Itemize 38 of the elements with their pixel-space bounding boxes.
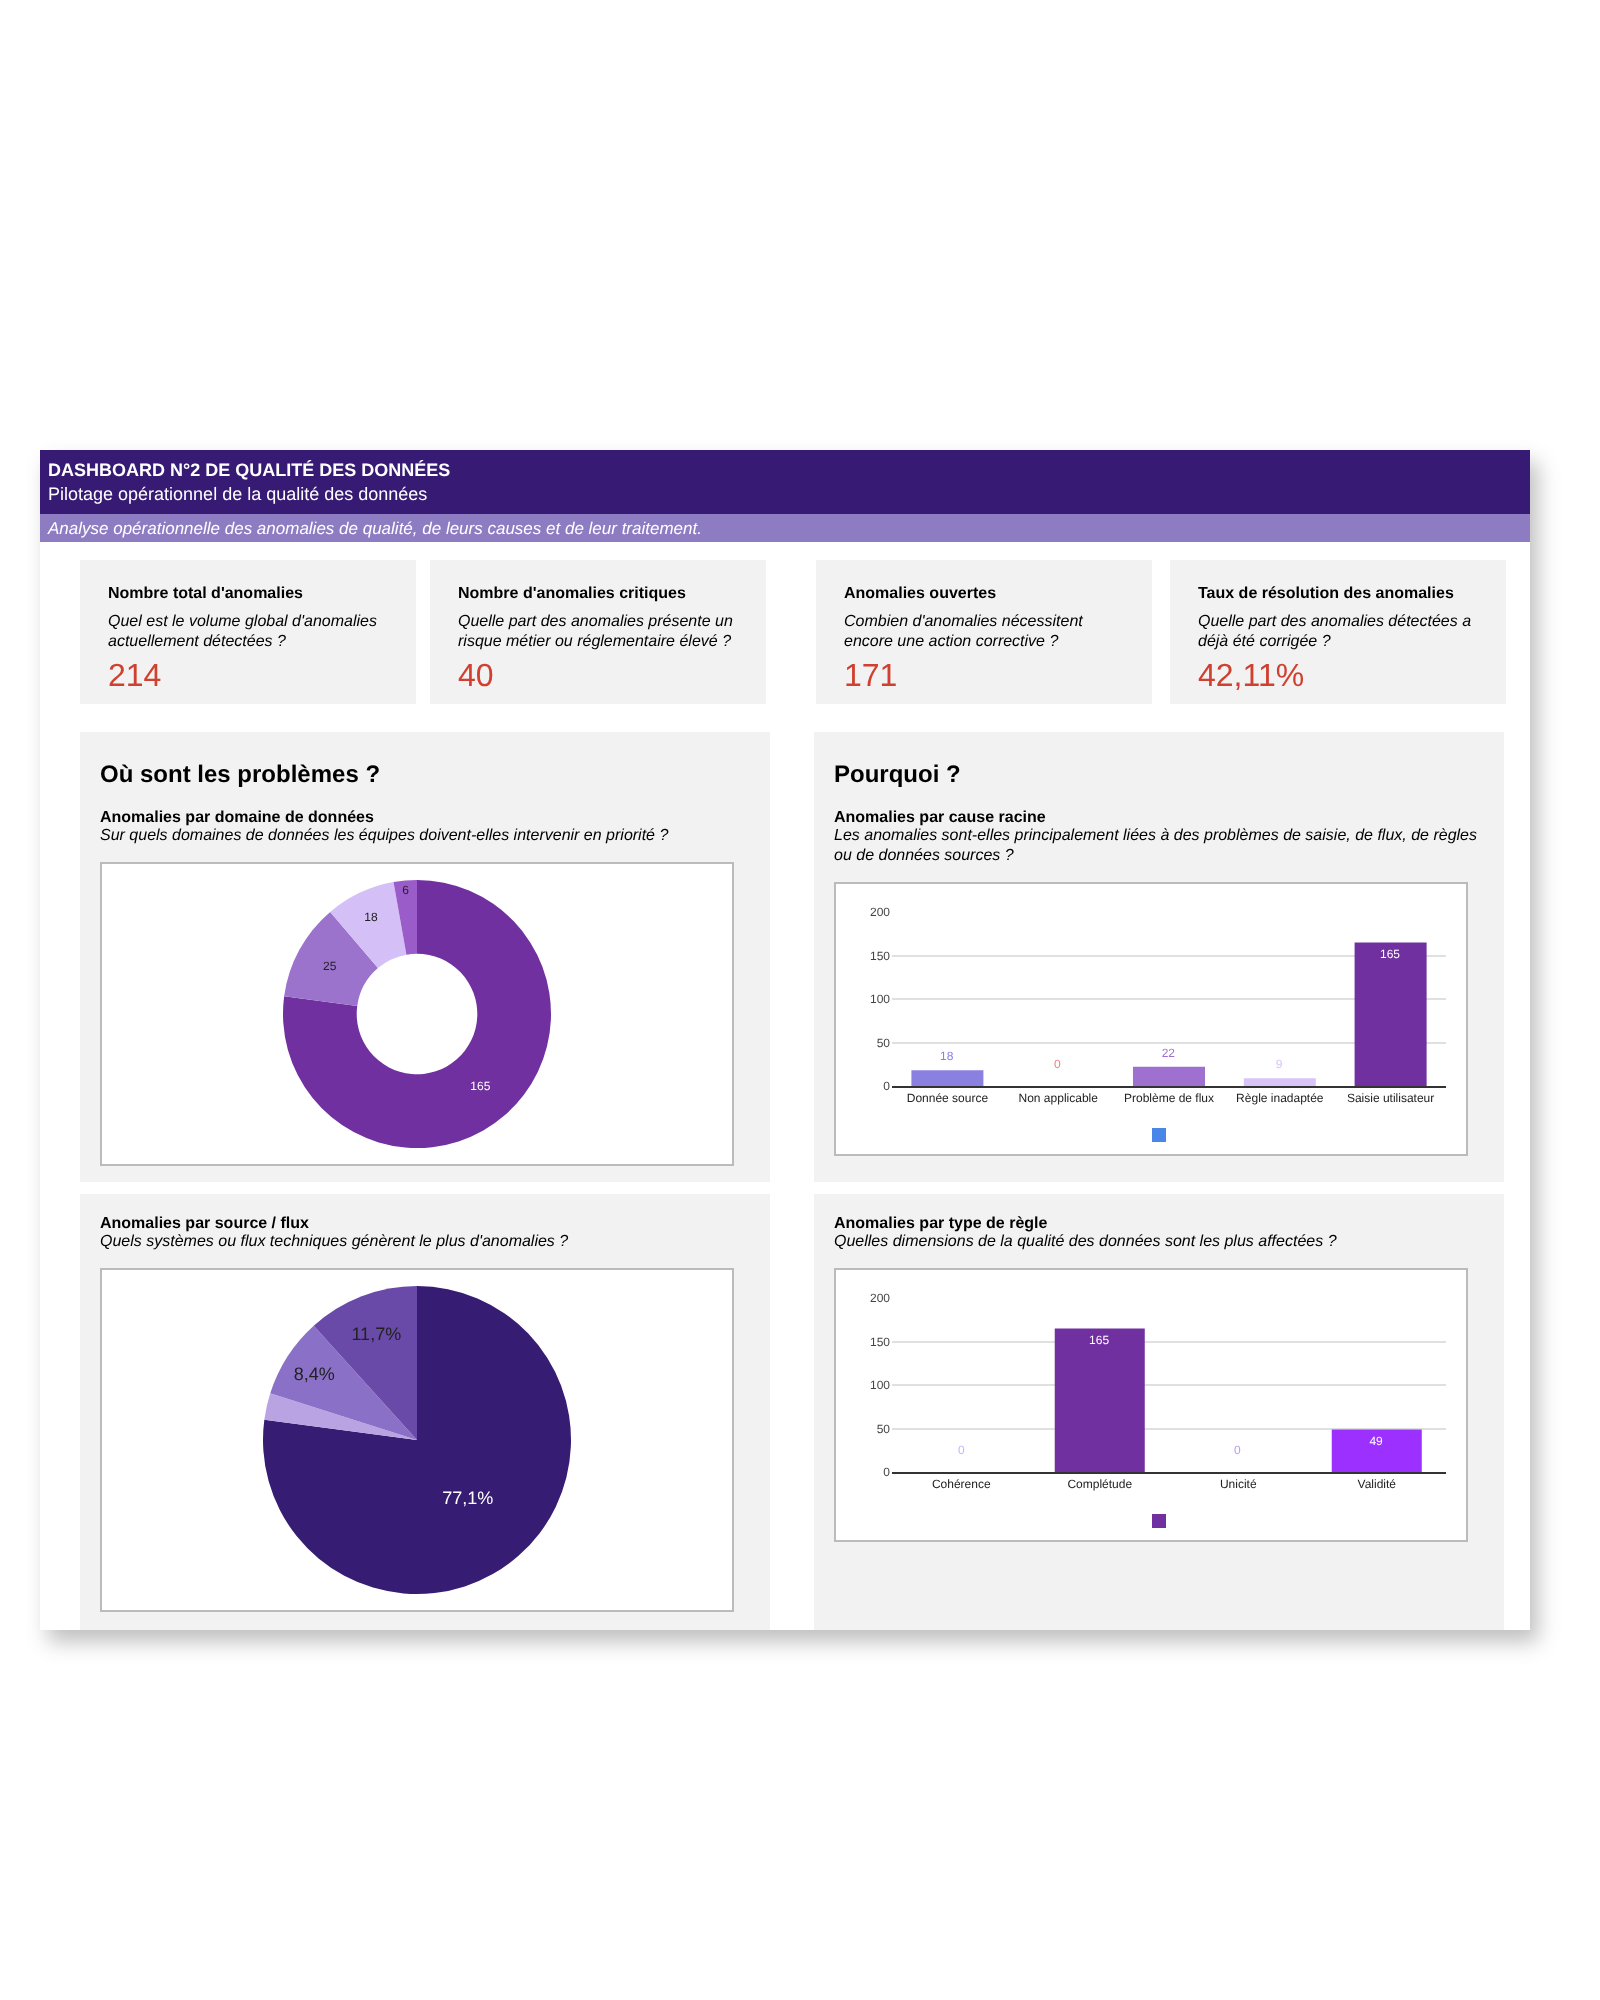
text: Taux de résolution des anomalies [1198,584,1456,602]
text: Quelle part des anomalies présente un risque métier ou réglementaire élevé ? [458,612,735,652]
chart-title: Anomalies par cause racine [834,808,1048,826]
pie-slice [263,1286,571,1594]
data-label: 77,1% [442,1487,494,1508]
bar [1354,942,1427,1086]
donut-slice [393,880,417,955]
chart-title: Anomalies par domaine de données [100,808,376,826]
bar [911,1070,984,1086]
data-label: 11,7% [351,1324,402,1345]
text: Combien d'anomalies nécessitent encore une action corrective ? [844,612,1085,652]
text: DASHBOARD N°2 DE QUALITÉ DES DONNÉES [48,458,453,482]
chart-subtitle: Quelles dimensions de la qualité des données sont les plus affectées ? [834,1232,1339,1252]
donut-slice [283,880,551,1148]
text: 40 [458,660,496,696]
chart-subtitle: Les anomalies sont-elles principalement liées à des problèmes de saisie, de flux, de règles ou de données sources ? [834,826,1480,866]
text: 42,11% [1198,660,1307,696]
text: Quelle part des anomalies détectées a déjà été corrigée ? [1198,612,1474,652]
text: Pilotage opérationnel de la qualité des données [48,482,430,506]
donut-slice [284,911,378,1007]
text: Analyse opérationnelle des anomalies de qualité, de leurs causes et de leur traitement. [40,514,1530,542]
text: 214 [108,660,164,696]
bar [1133,1066,1206,1086]
text: Pourquoi ? [834,760,963,788]
text: Quel est le volume global d'anomalies actuellement détectées ? [108,612,379,652]
bar [1243,1078,1316,1086]
chart-title: Anomalies par type de règle [834,1214,1050,1232]
pie-slice [264,1393,417,1440]
pie-slice [270,1325,417,1440]
text: Nombre d'anomalies critiques [458,584,688,602]
text: Nombre total d'anomalies [108,584,305,602]
chart-subtitle: Quels systèmes ou flux techniques génèrent le plus d'anomalies ? [100,1232,571,1252]
text: 171 [844,660,900,696]
data-label: 8,4% [293,1363,335,1384]
text: Où sont les problèmes ? [100,760,383,788]
chart-title: Anomalies par source / flux [100,1214,311,1232]
chart-subtitle: Sur quels domaines de données les équipes doivent-elles intervenir en priorité ? [100,826,671,846]
text: Anomalies ouvertes [844,584,999,602]
